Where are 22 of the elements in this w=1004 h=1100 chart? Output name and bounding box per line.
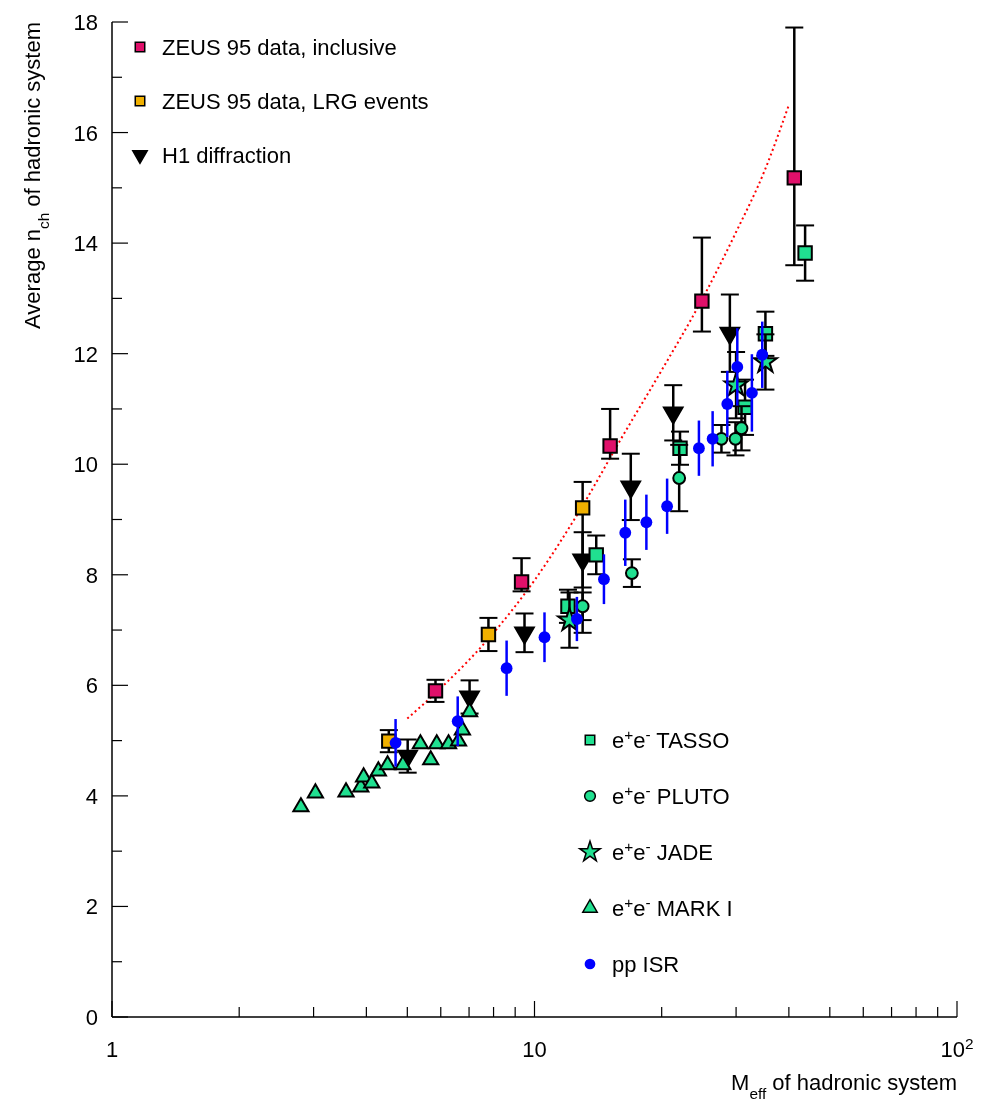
- legend-label: e$^{+}$e$^{-}$ PLUTO: [612, 781, 730, 809]
- y-tick-label: 14: [73, 231, 98, 257]
- y-tick-label: 18: [73, 10, 98, 35]
- x-tick-label: 10: [522, 1037, 547, 1062]
- y-tick-label: 0: [85, 1005, 98, 1030]
- x-tick-label: 10$^{2}$: [940, 1034, 974, 1062]
- y-tick-label: 4: [85, 783, 98, 809]
- legend-label: e$^{+}$e$^{-}$ JADE: [612, 837, 713, 865]
- y-tick-label: 8: [85, 562, 98, 588]
- legend-label: ZEUS 95 data, inclusive: [162, 35, 397, 60]
- x-tick-label: 1: [105, 1037, 119, 1062]
- y-tick-label: 10: [73, 452, 98, 478]
- y-tick-label: 12: [73, 341, 98, 367]
- y-tick-label: 6: [85, 673, 98, 699]
- y-tick-label: 16: [73, 120, 98, 146]
- x-axis-title: M$_{eff}$ of hadronic system: [731, 1070, 957, 1100]
- y-tick-label: 2: [85, 894, 98, 920]
- legend-label: e$^{+}$e$^{-}$ TASSO: [612, 725, 730, 753]
- legend-label: ZEUS 95 data, LRG events: [162, 89, 429, 114]
- legend-label: H1 diffraction: [162, 143, 292, 168]
- legend-label: pp ISR: [612, 952, 680, 977]
- legend-label: e$^{+}$e$^{-}$ MARK I: [612, 893, 733, 921]
